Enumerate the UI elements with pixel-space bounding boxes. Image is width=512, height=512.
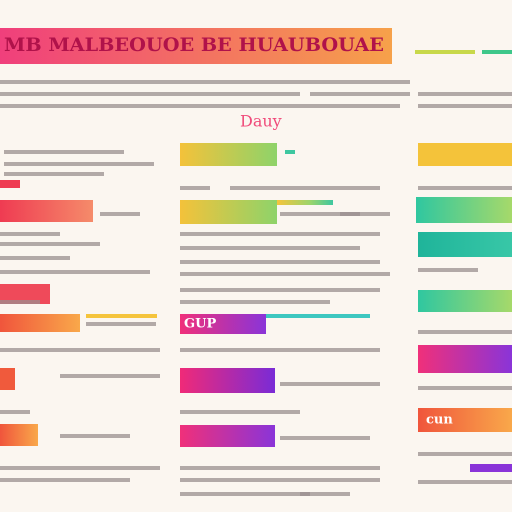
bar-label: GUP: [184, 317, 216, 332]
banner: [0, 28, 392, 64]
text-line: [180, 300, 330, 304]
tagline: Dauy: [240, 112, 282, 131]
text-line: [0, 104, 400, 108]
text-line: [4, 162, 154, 166]
text-line: [180, 466, 380, 470]
text-line: [300, 478, 380, 482]
bar: [418, 345, 512, 373]
text-line: [418, 104, 512, 108]
bar: [0, 284, 50, 304]
accent: [470, 464, 512, 472]
text-line: [100, 212, 140, 216]
accent: [482, 50, 512, 54]
text-line: [180, 348, 380, 352]
bar: [0, 424, 38, 446]
text-line: [4, 172, 104, 176]
text-line: [0, 478, 130, 482]
text-line: [418, 268, 478, 272]
text-line: [280, 436, 370, 440]
text-line: [280, 212, 360, 216]
text-line: [180, 186, 210, 190]
text-line: [180, 288, 380, 292]
text-line: [0, 232, 60, 236]
bar-label: cun: [426, 413, 453, 428]
accent: [415, 50, 475, 54]
decor: [0, 28, 512, 472]
text-line: [4, 150, 124, 154]
text-line: [0, 348, 160, 352]
text-line: [418, 452, 512, 456]
text-line: [418, 386, 512, 390]
text-line: [60, 374, 160, 378]
text-line: [60, 434, 130, 438]
text-line: [0, 80, 410, 84]
accent: [86, 314, 157, 318]
text-line: [0, 466, 160, 470]
text-line: [180, 232, 380, 236]
text-line: [0, 256, 70, 260]
page-title: MB MALBEOUOE BE HUAUBOUAE: [4, 34, 384, 56]
text-line: [180, 410, 300, 414]
text-line: [180, 492, 310, 496]
text-line: [180, 272, 390, 276]
bar: [418, 232, 512, 257]
text-line: [418, 186, 512, 190]
bar: [180, 368, 275, 393]
bar: [418, 408, 512, 432]
bar: [418, 143, 512, 166]
bar: [0, 200, 93, 222]
text-line: [418, 330, 512, 334]
text-lines: [0, 80, 512, 496]
accent: [266, 314, 370, 318]
text-line: [340, 212, 390, 216]
bar: [180, 143, 277, 166]
text-line: [0, 300, 40, 304]
bar: [180, 314, 266, 334]
accent: [277, 200, 333, 205]
bar: [418, 290, 512, 312]
text-line: [180, 260, 380, 264]
accent: [285, 150, 295, 154]
text-line: [230, 186, 380, 190]
text-line: [0, 410, 30, 414]
bar: [180, 425, 275, 447]
text-line: [0, 92, 300, 96]
text-line: [180, 478, 300, 482]
text-line: [300, 492, 350, 496]
accent: [0, 180, 20, 188]
text-line: [180, 246, 360, 250]
bar: [0, 314, 80, 332]
text-line: [86, 322, 156, 326]
text-line: [418, 480, 512, 484]
text-line: [280, 382, 380, 386]
bar: [416, 197, 512, 223]
text-line: [0, 270, 150, 274]
bar: [180, 200, 277, 224]
text-line: [310, 92, 410, 96]
text-line: [418, 92, 512, 96]
text-line: [0, 242, 100, 246]
bar: [0, 368, 15, 390]
